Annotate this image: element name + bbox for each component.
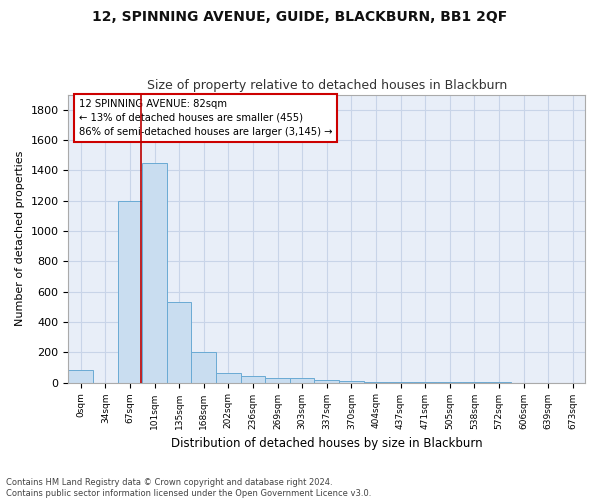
Bar <box>216 372 241 382</box>
Bar <box>68 370 93 382</box>
Bar <box>142 163 167 382</box>
Bar <box>290 378 314 382</box>
Text: 12 SPINNING AVENUE: 82sqm
← 13% of detached houses are smaller (455)
86% of semi: 12 SPINNING AVENUE: 82sqm ← 13% of detac… <box>79 99 332 137</box>
Bar <box>265 378 290 382</box>
Text: 12, SPINNING AVENUE, GUIDE, BLACKBURN, BB1 2QF: 12, SPINNING AVENUE, GUIDE, BLACKBURN, B… <box>92 10 508 24</box>
X-axis label: Distribution of detached houses by size in Blackburn: Distribution of detached houses by size … <box>171 437 482 450</box>
Bar <box>118 200 142 382</box>
Bar <box>314 380 339 382</box>
Bar <box>191 352 216 382</box>
Title: Size of property relative to detached houses in Blackburn: Size of property relative to detached ho… <box>146 79 507 92</box>
Bar <box>241 376 265 382</box>
Bar <box>167 302 191 382</box>
Text: Contains HM Land Registry data © Crown copyright and database right 2024.
Contai: Contains HM Land Registry data © Crown c… <box>6 478 371 498</box>
Y-axis label: Number of detached properties: Number of detached properties <box>15 151 25 326</box>
